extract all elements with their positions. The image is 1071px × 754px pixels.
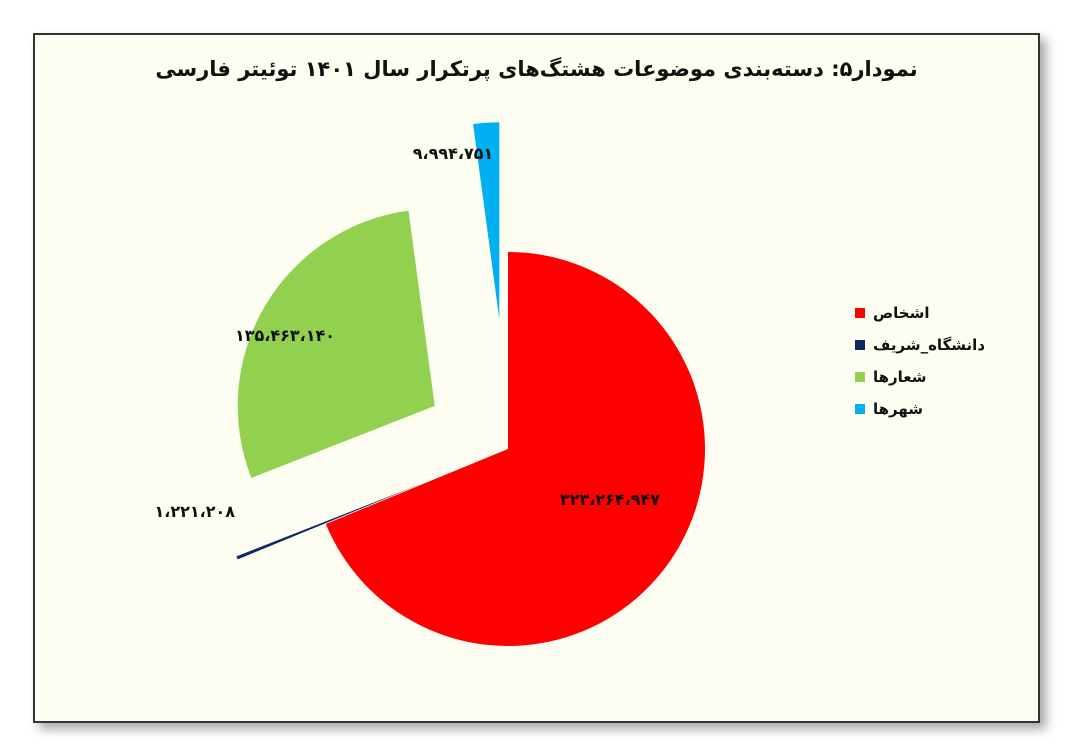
legend: اشخاص دانشگاه_شریف شعارها شهرها — [855, 297, 1025, 425]
legend-item-3: شعارها — [855, 361, 1025, 393]
legend-item-1: اشخاص — [855, 297, 1025, 329]
legend-swatch — [855, 372, 865, 382]
data-label-4: ۹،۹۹۴،۷۵۱ — [413, 144, 494, 163]
data-label-1: ۳۲۳،۲۶۴،۹۴۷ — [560, 490, 660, 509]
legend-label: شعارها — [873, 368, 927, 386]
legend-item-2: دانشگاه_شریف — [855, 329, 1025, 361]
data-label-2: ۱،۲۲۱،۲۰۸ — [154, 502, 235, 521]
legend-swatch — [855, 340, 865, 350]
pie-chart: ۳۲۳،۲۶۴،۹۴۷ ۱،۲۲۱،۲۰۸ ۱۳۵،۴۶۳،۱۴۰ ۹،۹۹۴،۷۵۱ — [154, 122, 705, 646]
pie-slice-4 — [473, 122, 500, 320]
legend-item-4: شهرها — [855, 393, 1025, 425]
pie-slice-1 — [325, 252, 705, 646]
legend-swatch — [855, 404, 865, 414]
pie-slice-3 — [237, 210, 435, 478]
legend-label: دانشگاه_شریف — [873, 336, 986, 354]
legend-swatch — [855, 308, 865, 318]
legend-label: اشخاص — [873, 304, 930, 322]
data-label-3: ۱۳۵،۴۶۳،۱۴۰ — [235, 326, 335, 345]
chart-title: نمودار۵: دسته‌بندی موضوعات هشتگ‌های پرتک… — [155, 57, 918, 81]
chart-frame: نمودار۵: دسته‌بندی موضوعات هشتگ‌های پرتک… — [33, 33, 1040, 723]
legend-label: شهرها — [873, 400, 924, 418]
pie-slice-2 — [236, 484, 420, 560]
